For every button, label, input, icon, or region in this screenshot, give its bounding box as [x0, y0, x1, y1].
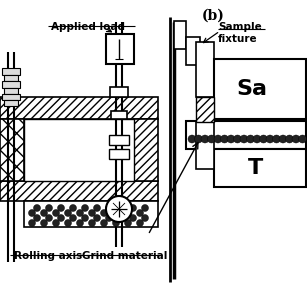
- Bar: [196, 42, 214, 97]
- Circle shape: [286, 135, 293, 143]
- Circle shape: [247, 135, 255, 143]
- Bar: [186, 121, 306, 149]
- Bar: [4, 75, 18, 81]
- Circle shape: [69, 215, 76, 221]
- Circle shape: [64, 220, 72, 227]
- Bar: [134, 119, 158, 181]
- Circle shape: [195, 135, 203, 143]
- Circle shape: [57, 204, 64, 212]
- Circle shape: [266, 135, 274, 143]
- Bar: [0, 97, 158, 119]
- Bar: [109, 135, 129, 145]
- Text: Sa: Sa: [236, 79, 267, 99]
- Circle shape: [298, 135, 306, 143]
- Circle shape: [52, 209, 60, 216]
- Bar: [214, 149, 306, 187]
- Bar: [109, 149, 129, 159]
- Circle shape: [69, 204, 76, 212]
- Circle shape: [201, 135, 209, 143]
- Circle shape: [234, 135, 242, 143]
- Circle shape: [220, 135, 228, 143]
- Circle shape: [125, 220, 131, 227]
- Circle shape: [112, 220, 119, 227]
- Bar: [174, 21, 186, 49]
- Circle shape: [118, 215, 125, 221]
- Bar: [0, 181, 158, 201]
- Circle shape: [100, 220, 107, 227]
- Circle shape: [106, 204, 112, 212]
- Text: Applied load: Applied load: [51, 22, 125, 32]
- Circle shape: [130, 215, 137, 221]
- Circle shape: [142, 215, 149, 221]
- Circle shape: [106, 215, 112, 221]
- Circle shape: [118, 204, 125, 212]
- Circle shape: [64, 209, 72, 216]
- Circle shape: [81, 204, 88, 212]
- Bar: [196, 121, 214, 169]
- Circle shape: [208, 135, 216, 143]
- Circle shape: [94, 215, 100, 221]
- Bar: [186, 37, 200, 65]
- Bar: [2, 68, 20, 75]
- Circle shape: [227, 135, 235, 143]
- Circle shape: [279, 135, 287, 143]
- Bar: [110, 87, 128, 97]
- Circle shape: [33, 204, 41, 212]
- Circle shape: [29, 220, 36, 227]
- Bar: [24, 201, 158, 227]
- Circle shape: [52, 220, 60, 227]
- Circle shape: [57, 215, 64, 221]
- Circle shape: [188, 135, 196, 143]
- Circle shape: [45, 215, 52, 221]
- Bar: [2, 81, 20, 88]
- Circle shape: [259, 135, 267, 143]
- Bar: [2, 94, 20, 100]
- Circle shape: [33, 215, 41, 221]
- Text: Rolling axis: Rolling axis: [14, 251, 82, 261]
- Bar: [24, 119, 134, 181]
- Circle shape: [45, 204, 52, 212]
- Circle shape: [240, 135, 248, 143]
- Circle shape: [142, 204, 149, 212]
- Circle shape: [292, 135, 300, 143]
- Text: T: T: [248, 158, 264, 178]
- Bar: [214, 59, 306, 119]
- Bar: [4, 88, 18, 94]
- Circle shape: [41, 220, 48, 227]
- Circle shape: [106, 196, 132, 222]
- Circle shape: [94, 204, 100, 212]
- Circle shape: [214, 135, 222, 143]
- Bar: [0, 119, 24, 181]
- Circle shape: [112, 209, 119, 216]
- Circle shape: [41, 209, 48, 216]
- Circle shape: [273, 135, 281, 143]
- Circle shape: [81, 215, 88, 221]
- Circle shape: [137, 209, 143, 216]
- Circle shape: [88, 220, 95, 227]
- Circle shape: [88, 209, 95, 216]
- Circle shape: [100, 209, 107, 216]
- Circle shape: [130, 204, 137, 212]
- Text: Grind material: Grind material: [82, 251, 168, 261]
- Circle shape: [253, 135, 261, 143]
- Text: Sample
fixture: Sample fixture: [218, 22, 262, 44]
- Text: (b): (b): [202, 9, 224, 23]
- Bar: [196, 97, 214, 122]
- Bar: [106, 34, 134, 64]
- Circle shape: [125, 209, 131, 216]
- Bar: [111, 111, 127, 119]
- Circle shape: [76, 220, 84, 227]
- Bar: [4, 100, 18, 106]
- Circle shape: [29, 209, 36, 216]
- Circle shape: [76, 209, 84, 216]
- Circle shape: [137, 220, 143, 227]
